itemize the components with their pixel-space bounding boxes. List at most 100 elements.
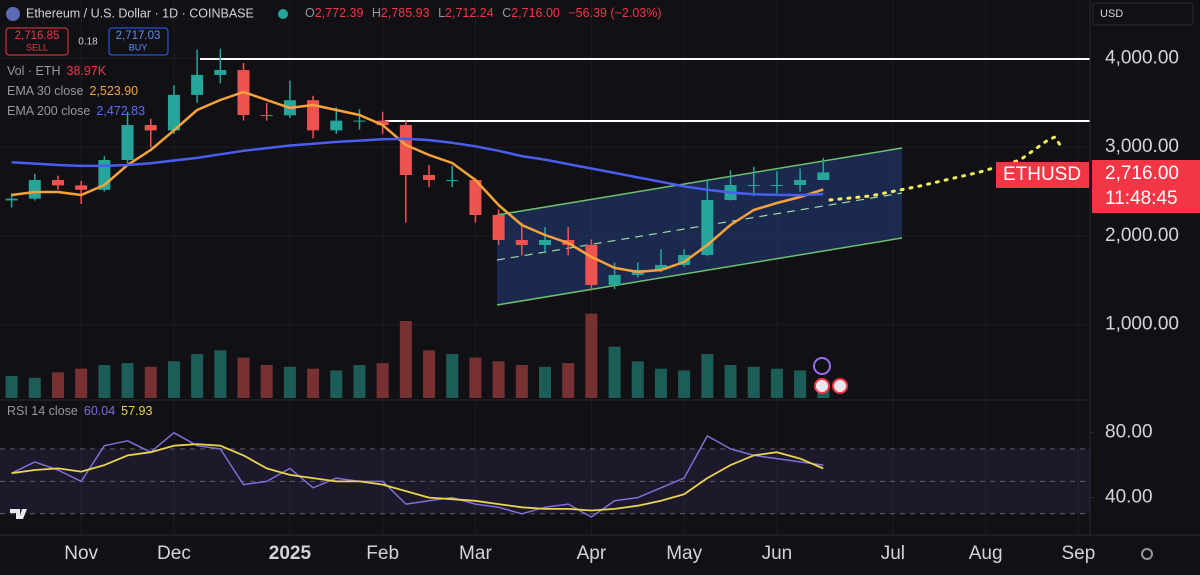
candle-body xyxy=(539,240,551,245)
legend-value: 2,523.90 xyxy=(89,84,138,98)
volume-bar xyxy=(376,363,389,398)
volume-bar xyxy=(214,350,227,398)
countdown: 11:48:45 xyxy=(1105,188,1178,209)
rsi-line xyxy=(11,431,824,518)
volume-bar xyxy=(678,370,691,398)
event-icon[interactable] xyxy=(832,378,848,394)
candle-body xyxy=(260,115,273,117)
volume-bar xyxy=(770,368,783,398)
ohlc-label: C xyxy=(502,6,511,20)
candle-body xyxy=(330,120,343,131)
candle-body xyxy=(817,172,830,181)
volume-bar xyxy=(260,365,273,398)
ohlc-value: 2,712.24 xyxy=(445,6,494,20)
candle-body xyxy=(144,125,157,131)
candle-body xyxy=(5,198,18,201)
event-icon[interactable] xyxy=(814,378,830,394)
x-tick-label: Sep xyxy=(1061,543,1095,564)
ohlc-value: 2,772.39 xyxy=(315,6,364,20)
ohlc-label: O xyxy=(305,6,315,20)
y-tick-label: 2,000.00 xyxy=(1105,225,1179,246)
candle-body xyxy=(51,180,64,186)
volume-bar xyxy=(469,357,482,398)
ohlc: O2,772.39 H2,785.93 L2,712.24 C2,716.00 … xyxy=(305,6,662,20)
sell-button[interactable] xyxy=(5,27,69,56)
volume-bar xyxy=(747,366,760,398)
candle-body xyxy=(492,214,505,240)
volume-bar xyxy=(191,354,204,398)
legend: EMA 200 close 2,472.83 xyxy=(7,104,145,118)
currency: USD xyxy=(1100,8,1123,20)
candle-body xyxy=(678,254,691,265)
volume-bar xyxy=(446,354,459,398)
legend: Vol · ETH 38.97K xyxy=(7,64,107,78)
channel-upper xyxy=(496,147,903,216)
channel-lower xyxy=(496,237,903,306)
sell-price: 2,716.85 xyxy=(15,30,60,42)
legend-title: EMA 200 close xyxy=(7,104,90,118)
volume-bar xyxy=(307,368,320,398)
volume-bar xyxy=(631,361,644,398)
legend-value: 60.04 xyxy=(84,404,115,418)
x-tick-label: Mar xyxy=(459,543,492,564)
volume-bar xyxy=(515,365,528,398)
x-tick-label: Nov xyxy=(64,543,98,564)
channel-mid xyxy=(496,192,903,261)
candle-body xyxy=(75,185,88,190)
candle-body xyxy=(469,180,482,215)
ohlc-label: L xyxy=(438,6,445,20)
volume-bar xyxy=(330,370,343,398)
symbol-icon xyxy=(6,7,20,21)
sell-label: SELL xyxy=(26,42,48,52)
y-tick-label: 4,000.00 xyxy=(1105,48,1179,69)
volume-bar xyxy=(399,321,412,398)
legend-title: Vol · ETH xyxy=(7,64,61,78)
currency-select[interactable] xyxy=(1092,2,1194,26)
candle-body xyxy=(167,94,180,131)
volume-bar xyxy=(654,368,667,398)
settings-icon[interactable] xyxy=(1141,548,1153,560)
candle-body xyxy=(307,100,320,131)
volume-bar xyxy=(585,313,598,398)
symbol: Ethereum / U.S. Dollar · 1D · COINBASE xyxy=(26,6,254,20)
volume-bar xyxy=(794,370,807,398)
x-tick-label: Jul xyxy=(881,543,905,564)
volume-bar xyxy=(423,350,436,398)
candle-body xyxy=(515,240,528,245)
volume-bar xyxy=(353,365,366,398)
volume-bar xyxy=(562,363,575,398)
volume-bar xyxy=(608,346,621,398)
price-tag-text: 2,716.00 xyxy=(1105,163,1179,184)
price-tag xyxy=(1092,160,1200,213)
logo xyxy=(10,509,27,519)
candle-body xyxy=(28,180,41,199)
rsi-line xyxy=(11,443,824,512)
volume-bar xyxy=(5,376,18,398)
volume-bar xyxy=(144,366,157,398)
event-icon[interactable] xyxy=(813,357,831,375)
y-tick-label: 40.00 xyxy=(1105,487,1153,508)
volume-bar xyxy=(539,366,551,398)
ema-line xyxy=(11,90,824,274)
ema-line xyxy=(11,137,824,197)
candle-body xyxy=(747,185,760,187)
legend: EMA 30 close 2,523.90 xyxy=(7,84,138,98)
symbol-tag-text: ETHUSD xyxy=(1003,164,1081,185)
volume-bar xyxy=(167,361,180,398)
change: −56.39 (−2.03%) xyxy=(568,6,661,20)
buy-price: 2,717.03 xyxy=(116,30,161,42)
x-tick-label: Jun xyxy=(762,543,793,564)
candle-body xyxy=(446,180,459,182)
legend-title: RSI 14 close xyxy=(7,404,78,418)
volume-bar xyxy=(701,354,714,398)
candle-body xyxy=(214,70,227,75)
legend-value: 57.93 xyxy=(121,404,152,418)
buy-button[interactable] xyxy=(108,27,169,56)
volume-bar xyxy=(28,377,41,398)
candle-body xyxy=(191,74,204,95)
spread: 0.18 xyxy=(78,37,98,48)
ohlc-value: 2,785.93 xyxy=(381,6,430,20)
y-tick-label: 1,000.00 xyxy=(1105,314,1179,335)
y-tick-label: 80.00 xyxy=(1105,422,1153,443)
candle-body xyxy=(376,120,389,126)
